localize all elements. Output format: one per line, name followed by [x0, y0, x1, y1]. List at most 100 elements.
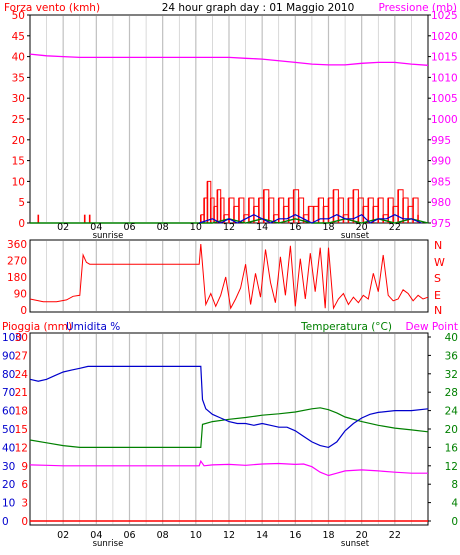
sunrise-label: sunrise: [93, 539, 124, 549]
humidity-y-tick-label: 80: [2, 369, 15, 381]
x-tick-label: 06: [123, 222, 135, 233]
x-tick-label: 20: [356, 530, 368, 541]
left-y-tick-label: 35: [12, 72, 25, 84]
rain-y-tick-label: 27: [15, 350, 28, 362]
rain-y-tick-label: 24: [15, 369, 29, 381]
humidity-y-tick-label: 90: [2, 350, 15, 362]
humidity-y-tick-label: 100: [2, 332, 22, 344]
humidity-y-tick-label: 50: [2, 424, 15, 436]
x-tick-label: 22: [389, 222, 401, 233]
rain-y-tick-label: 6: [21, 479, 28, 491]
direction-y-tick-label: 90: [14, 289, 27, 301]
x-tick-label: 16: [289, 222, 301, 233]
right-y-tick-label: 1000: [431, 114, 458, 126]
temp-y-tick-label: 32: [445, 369, 458, 381]
p1-left-axis-label: Forza vento (kmh): [4, 2, 100, 14]
x-tick-label: 04: [90, 530, 102, 541]
x-tick-label: 10: [190, 222, 202, 233]
rain-y-tick-label: 3: [21, 498, 28, 510]
right-y-tick-label: 995: [431, 135, 451, 147]
humidity-y-tick-label: 30: [2, 461, 15, 473]
left-y-tick-label: 0: [18, 218, 25, 230]
right-y-tick-label: 1015: [431, 52, 458, 64]
rain-y-tick-label: 0: [21, 516, 28, 528]
x-tick-label: 08: [157, 530, 169, 541]
left-y-tick-label: 10: [12, 176, 25, 188]
sunset-label: sunset: [341, 539, 370, 549]
x-tick-label: 16: [289, 530, 301, 541]
wind-average-line: [199, 213, 422, 224]
x-tick-label: 02: [57, 530, 69, 541]
temp-y-tick-label: 20: [445, 424, 458, 436]
direction-y-tick-label: 0: [20, 305, 27, 317]
compass-label: E: [434, 289, 441, 302]
rain-y-tick-label: 15: [15, 424, 28, 436]
humidity-y-tick-label: 70: [2, 387, 15, 399]
x-tick-label: 18: [322, 530, 334, 541]
temp-y-tick-label: 0: [451, 516, 458, 528]
direction-y-tick-label: 360: [7, 239, 27, 251]
left-y-tick-label: 50: [12, 10, 25, 22]
direction-y-tick-label: 270: [7, 256, 27, 268]
sunset-label: sunset: [341, 231, 370, 241]
right-y-tick-label: 1025: [431, 10, 458, 22]
dewpoint-line: [29, 459, 428, 477]
x-tick-label: 14: [256, 530, 268, 541]
p3-humidity-label: Umidita %: [66, 321, 120, 333]
pressure-line: [29, 53, 429, 66]
x-tick-label: 08: [157, 222, 169, 233]
left-y-tick-label: 40: [12, 52, 25, 64]
x-tick-label: 04: [90, 222, 102, 233]
humidity-y-tick-label: 10: [2, 498, 15, 510]
right-y-tick-label: 985: [431, 176, 451, 188]
direction-y-tick-label: 180: [7, 272, 27, 284]
rain-y-tick-label: 21: [15, 387, 28, 399]
temp-y-tick-label: 4: [451, 498, 458, 510]
chart-layers: 0510152025303540455097598098599099510001…: [2, 10, 458, 549]
compass-label: N: [434, 304, 442, 317]
right-y-tick-label: 1020: [431, 31, 458, 43]
x-tick-label: 02: [57, 222, 69, 233]
temp-y-tick-label: 12: [445, 461, 458, 473]
humidity-line: [29, 365, 429, 449]
p1-right-axis-label: Pressione (mb): [378, 2, 457, 14]
compass-label: S: [434, 272, 441, 285]
humidity-y-tick-label: 60: [2, 406, 15, 418]
wind-direction-line: [29, 243, 429, 310]
x-tick-label: 12: [223, 530, 235, 541]
wind-gust-line: [200, 180, 419, 216]
rain-y-tick-label: 30: [15, 332, 28, 344]
right-y-tick-label: 1010: [431, 72, 458, 84]
x-tick-label: 22: [389, 530, 401, 541]
left-y-tick-label: 5: [18, 197, 25, 209]
right-y-tick-label: 990: [431, 156, 451, 168]
x-tick-label: 20: [356, 222, 368, 233]
x-tick-label: 10: [190, 530, 202, 541]
right-y-tick-label: 980: [431, 197, 451, 209]
x-tick-label: 14: [256, 222, 268, 233]
left-y-tick-label: 15: [12, 156, 25, 168]
left-y-tick-label: 20: [12, 135, 25, 147]
wind-green-line: [30, 218, 429, 224]
right-y-tick-label: 1005: [431, 93, 458, 105]
compass-label: W: [434, 256, 445, 269]
p3-temperature-label: Temperatura (°C): [300, 321, 392, 333]
humidity-y-tick-label: 20: [2, 479, 15, 491]
sunrise-label: sunrise: [93, 231, 124, 241]
p3-dewpoint-label: Dew Point: [405, 321, 458, 333]
rain-y-tick-label: 9: [21, 461, 28, 473]
temp-y-tick-label: 16: [445, 442, 459, 454]
left-y-tick-label: 30: [12, 93, 25, 105]
temp-y-tick-label: 28: [445, 387, 458, 399]
x-tick-label: 06: [123, 530, 135, 541]
rain-y-tick-label: 18: [15, 406, 28, 418]
temp-y-tick-label: 36: [445, 350, 459, 362]
compass-label: N: [434, 239, 442, 252]
right-y-tick-label: 975: [431, 218, 451, 230]
left-y-tick-label: 25: [12, 114, 25, 126]
humidity-y-tick-label: 40: [2, 442, 15, 454]
rain-y-tick-label: 12: [15, 442, 28, 454]
p1-title: 24 hour graph day : 01 Maggio 2010: [162, 2, 355, 14]
p3-rain-label: Pioggia (mm): [2, 321, 72, 333]
